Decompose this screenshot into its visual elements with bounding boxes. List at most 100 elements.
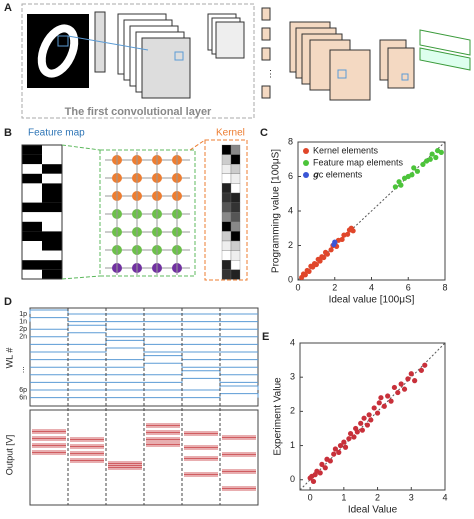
point: [319, 461, 325, 467]
x-tick-label: 8: [442, 282, 447, 292]
x-axis-label: Ideal value [100μS]: [329, 295, 415, 306]
wl-row-label: 6p: [19, 387, 27, 394]
feature-cell: [22, 260, 42, 270]
y-tick-label: 4: [288, 205, 293, 215]
point: [409, 172, 415, 178]
point: [391, 384, 398, 391]
point: [433, 154, 439, 161]
feature-cell: [22, 241, 42, 251]
point: [381, 403, 387, 409]
kernel-cell: [230, 183, 241, 194]
point: [412, 378, 418, 384]
point: [313, 261, 319, 268]
legend-label: Kernel elements: [313, 145, 379, 155]
wl-trace: [30, 370, 258, 376]
wl-row-label: 1p: [19, 311, 27, 318]
feature-cell: [22, 183, 42, 193]
panel-b-diagram: [21, 139, 248, 281]
y-tick-label: 6: [288, 171, 293, 181]
feature-cell: [42, 164, 62, 174]
kernel-cell: [230, 221, 241, 232]
x-tick-label: 4: [369, 282, 374, 292]
kernel-cell: [230, 173, 241, 184]
kernel-cell: [230, 260, 241, 270]
wl-trace: [30, 324, 258, 330]
point: [371, 405, 377, 411]
kernel-cell: [221, 154, 232, 165]
legend-label: Feature map elements: [313, 157, 404, 167]
y-axis-label: Programming value [100μS]: [271, 149, 282, 273]
wl-trace: [30, 362, 258, 368]
feature-cell: [42, 250, 62, 261]
y-tick-label: 2: [288, 240, 293, 250]
kernel-cell: [230, 212, 241, 222]
point: [405, 376, 411, 382]
point: [317, 258, 323, 264]
wl-row-label: 2p: [19, 326, 27, 333]
point: [414, 168, 421, 174]
x-tick-label: 0: [308, 492, 313, 502]
point: [347, 430, 354, 437]
x-tick-label: 0: [295, 282, 300, 292]
kernel-cell: [230, 250, 241, 261]
y-tick-label: 2: [290, 406, 295, 416]
point: [327, 458, 333, 464]
feature-cell: [42, 221, 62, 232]
kernel-cell: [221, 250, 232, 261]
point: [364, 422, 371, 428]
feature-cell: [42, 145, 62, 155]
wl-axis-label: WL #: [4, 348, 14, 369]
feature-cell: [22, 193, 42, 203]
legend-label: 𝒈c elements: [313, 169, 363, 179]
feature-cell: [42, 202, 62, 213]
point: [368, 417, 374, 423]
feature-border: [21, 144, 63, 280]
feature-map-label: Feature map: [28, 128, 85, 139]
kernel-cell: [230, 192, 241, 203]
feature-cell: [22, 202, 42, 213]
x-tick-label: 4: [442, 492, 447, 502]
kernel-cell: [230, 231, 241, 242]
point: [321, 254, 327, 261]
y-tick-label: 4: [290, 337, 295, 347]
point: [378, 395, 384, 401]
kernel-cell: [221, 164, 232, 174]
feature-cell: [42, 193, 62, 203]
point: [359, 427, 365, 433]
point: [401, 386, 408, 392]
point: [388, 398, 394, 404]
panel-label: C: [260, 127, 268, 139]
panel-label: D: [4, 296, 12, 308]
point: [395, 389, 401, 396]
panel-label: E: [262, 331, 269, 343]
kernel-cell: [230, 154, 241, 165]
point: [376, 400, 382, 406]
feature-cell: [42, 212, 62, 222]
point: [341, 439, 347, 445]
point: [317, 470, 323, 476]
point: [328, 247, 334, 253]
kernel-cell: [221, 192, 232, 203]
kernel-cell: [221, 173, 232, 184]
point: [374, 410, 381, 416]
point: [339, 236, 345, 243]
point: [411, 165, 417, 171]
point: [350, 228, 356, 234]
feature-cell: [42, 183, 62, 193]
point: [361, 415, 367, 421]
point: [418, 367, 424, 373]
kernel-cell: [221, 212, 232, 222]
feature-cell: [22, 173, 42, 184]
point: [306, 268, 312, 274]
y-tick-label: 0: [290, 474, 295, 484]
x-axis-label: Ideal Value: [348, 505, 398, 514]
point: [438, 149, 444, 155]
feature-cell: [42, 269, 62, 280]
legend-marker: [303, 172, 309, 178]
point: [420, 161, 426, 168]
panel-label: A: [4, 2, 12, 14]
feature-cell: [42, 260, 62, 270]
point: [398, 182, 404, 188]
x-tick-label: 6: [406, 282, 411, 292]
legend-marker: [303, 160, 309, 166]
